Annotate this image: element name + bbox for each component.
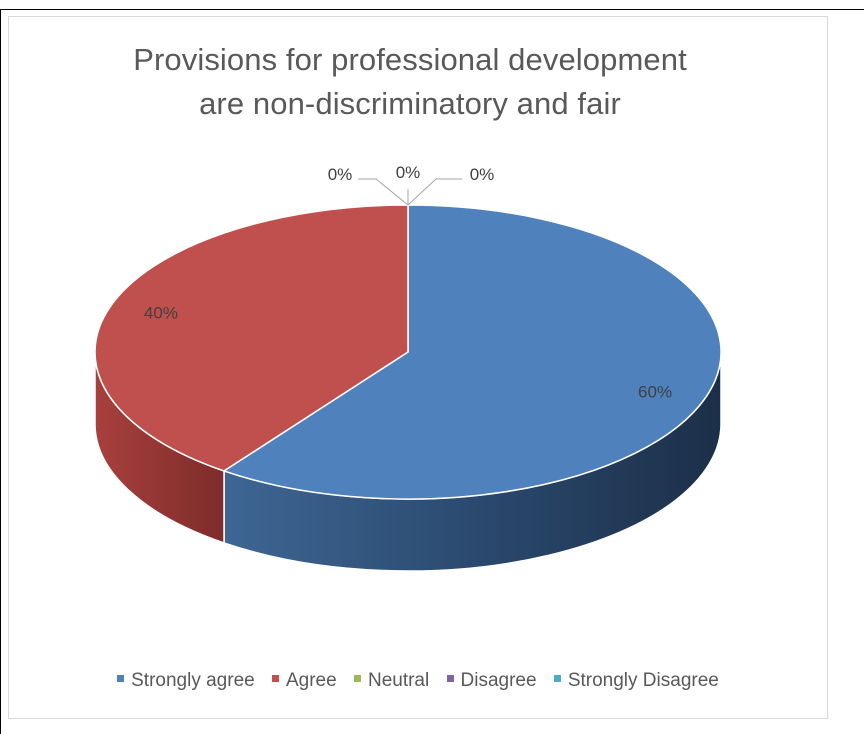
legend-swatch-strongly-agree [117,675,125,683]
data-label-neutral: 0% [328,165,353,184]
pie-top-layer [94,204,722,500]
legend-item-agree: Agree [271,670,337,692]
chart-title: Provisions for professional development … [8,38,812,126]
legend-swatch-agree [271,675,279,683]
legend-label-disagree: Disagree [460,670,537,691]
legend-label-strongly-disagree: Strongly Disagree [567,670,719,691]
pie-slice-strongly-agree [223,204,722,500]
legend-swatch-strongly-disagree [553,675,561,683]
legend-label-strongly-agree: Strongly agree [131,670,255,691]
data-label-strongly-agree: 60% [638,383,672,402]
legend-item-strongly-disagree: Strongly Disagree [553,670,719,692]
legend-swatch-neutral [353,675,361,683]
chart-title-line-1: Provisions for professional development [133,42,687,77]
legend-item-neutral: Neutral [353,670,430,692]
data-label-strongly-disagree: 0% [470,165,495,184]
legend-label-agree: Agree [285,670,337,691]
data-label-agree: 40% [144,303,178,322]
legend-item-disagree: Disagree [446,670,537,692]
legend-swatch-disagree [446,675,454,683]
legend-item-strongly-agree: Strongly agree [117,670,255,692]
leader-line-strongly-disagree [407,178,462,206]
legend-label-neutral: Neutral [367,670,430,691]
legend: Strongly agree Agree Neutral Disagree St… [8,670,828,692]
outer-border-left [0,9,1,734]
pie-slice-agree [94,204,409,472]
data-label-disagree: 0% [396,163,421,182]
chart-title-line-2: are non-discriminatory and fair [199,86,621,121]
leader-line-neutral [358,178,409,206]
pie-labels-layer: 60% 40% 0% 0% 0% [144,163,672,402]
outer-border-top [0,9,864,10]
